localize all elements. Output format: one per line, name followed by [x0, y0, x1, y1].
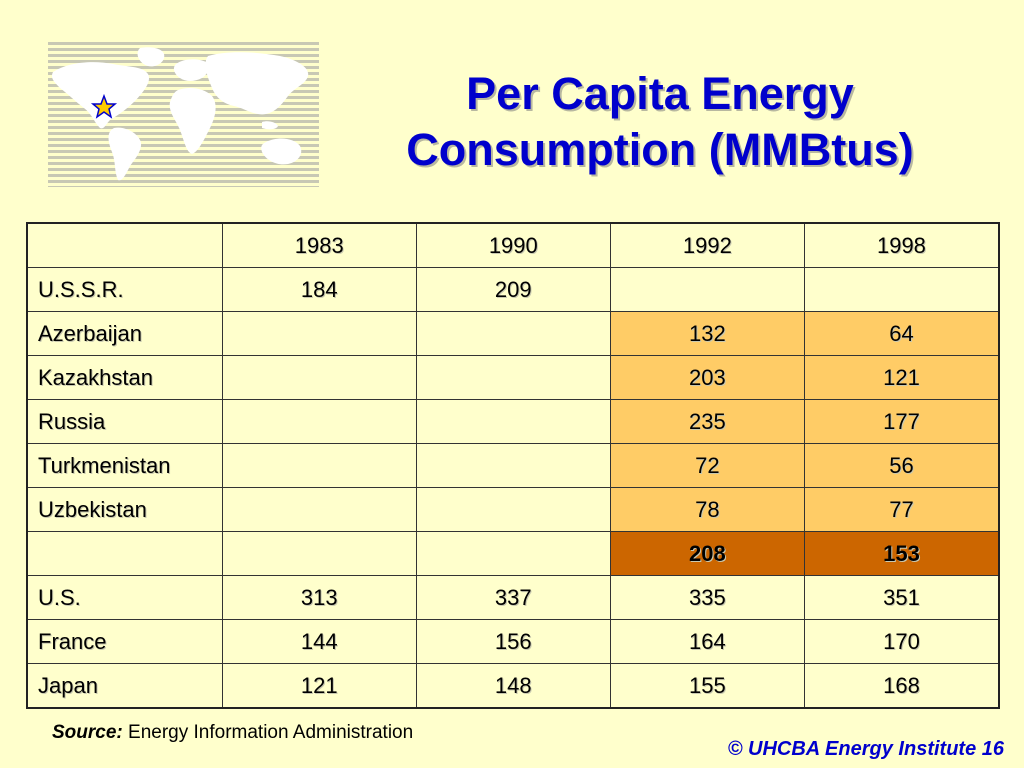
- cell-1983: [221, 399, 417, 444]
- header-1983: 1983: [221, 222, 417, 268]
- cell-1990: [415, 355, 611, 400]
- table-header-row: 1983 1990 1992 1998: [26, 222, 1000, 268]
- cell-1992: 203: [609, 355, 805, 400]
- row-country: Russia: [26, 399, 223, 444]
- world-map-star-icon: [48, 42, 319, 187]
- cell-1990: [415, 531, 611, 576]
- source-text: Energy Information Administration: [128, 722, 414, 743]
- cell-1990: 209: [415, 267, 611, 312]
- cell-1992: 155: [609, 663, 805, 709]
- cell-1998: 77: [803, 487, 1000, 532]
- cell-1992: 72: [609, 443, 805, 488]
- cell-1998: 168: [803, 663, 1000, 709]
- cell-1983: [221, 443, 417, 488]
- cell-1990: 148: [415, 663, 611, 709]
- cell-1983: [221, 487, 417, 532]
- cell-1998: 121: [803, 355, 1000, 400]
- cell-1983: 121: [221, 663, 417, 709]
- cell-1983: 144: [221, 619, 417, 664]
- cell-1992: [609, 267, 805, 312]
- cell-1990: [415, 311, 611, 356]
- cell-1998: 56: [803, 443, 1000, 488]
- table-row: Japan 121 148 155 168: [26, 663, 1000, 709]
- row-country: Kazakhstan: [26, 355, 223, 400]
- header-1992: 1992: [609, 222, 805, 268]
- cell-1992: 164: [609, 619, 805, 664]
- cell-1992: 335: [609, 575, 805, 620]
- cell-1983: [221, 531, 417, 576]
- cell-1983: 313: [221, 575, 417, 620]
- table-row: U.S. 313 337 335 351: [26, 575, 1000, 620]
- slide-title: Per Capita Energy Consumption (MMBtus): [340, 66, 980, 178]
- table-row: U.S.S.R. 184 209: [26, 267, 1000, 312]
- footer-copyright: © UHCBA Energy Institute 16: [727, 738, 1004, 760]
- table-row: 208 153: [26, 531, 1000, 576]
- table-row: Kazakhstan 203 121: [26, 355, 1000, 400]
- table-row: Uzbekistan 78 77: [26, 487, 1000, 532]
- table-row: Turkmenistan 72 56: [26, 443, 1000, 488]
- cell-1990: [415, 399, 611, 444]
- cell-1983: [221, 311, 417, 356]
- cell-1990: [415, 487, 611, 532]
- source-label: Source:: [52, 722, 123, 743]
- cell-1998: 351: [803, 575, 1000, 620]
- header-1998: 1998: [803, 222, 1000, 268]
- title-line-2: Consumption (MMBtus): [406, 124, 914, 175]
- cell-1998: 177: [803, 399, 1000, 444]
- row-country: U.S.: [26, 575, 223, 620]
- row-country: Turkmenistan: [26, 443, 223, 488]
- table-row: France 144 156 164 170: [26, 619, 1000, 664]
- row-country: France: [26, 619, 223, 664]
- energy-table: 1983 1990 1992 1998 U.S.S.R. 184 209 Aze…: [26, 222, 1000, 709]
- cell-1990: 337: [415, 575, 611, 620]
- cell-1990: 156: [415, 619, 611, 664]
- row-country: U.S.S.R.: [26, 267, 223, 312]
- cell-1998: [803, 267, 1000, 312]
- row-country: Uzbekistan: [26, 487, 223, 532]
- cell-1992: 208: [609, 531, 805, 576]
- header-1990: 1990: [415, 222, 611, 268]
- cell-1983: 184: [221, 267, 417, 312]
- header-empty: [26, 222, 223, 268]
- table-row: Azerbaijan 132 64: [26, 311, 1000, 356]
- cell-1998: 170: [803, 619, 1000, 664]
- source-note: Source: Energy Information Administratio…: [52, 722, 413, 744]
- cell-1983: [221, 355, 417, 400]
- cell-1992: 78: [609, 487, 805, 532]
- table-row: Russia 235 177: [26, 399, 1000, 444]
- row-country: Japan: [26, 663, 223, 709]
- row-country: Azerbaijan: [26, 311, 223, 356]
- title-line-1: Per Capita Energy: [466, 68, 854, 119]
- row-country: [26, 531, 223, 576]
- cell-1992: 132: [609, 311, 805, 356]
- cell-1990: [415, 443, 611, 488]
- cell-1998: 64: [803, 311, 1000, 356]
- cell-1998: 153: [803, 531, 1000, 576]
- cell-1992: 235: [609, 399, 805, 444]
